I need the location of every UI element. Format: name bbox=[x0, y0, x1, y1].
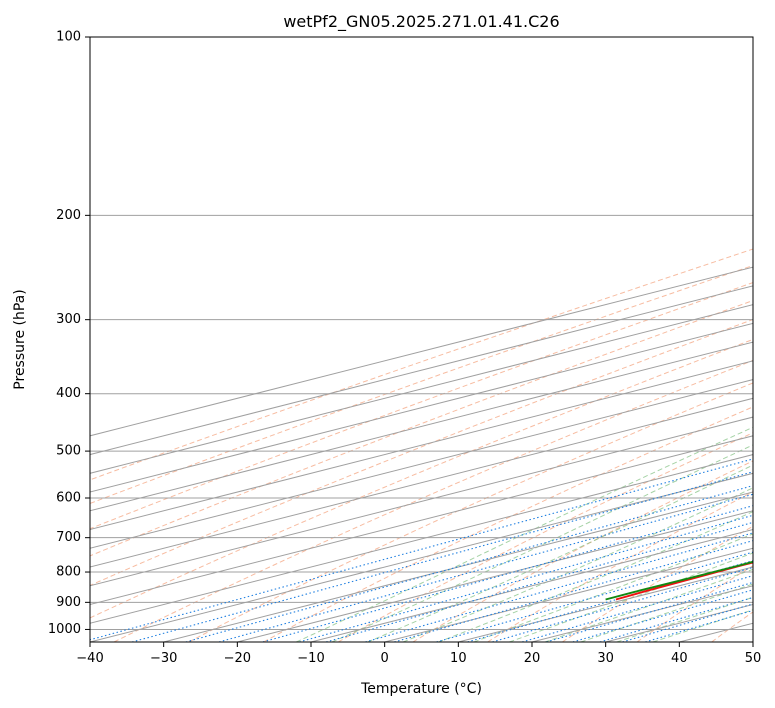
moist-adiabat-line bbox=[616, 596, 753, 642]
isotherm-line bbox=[90, 322, 753, 493]
dry-adiabat-line bbox=[113, 359, 753, 642]
y-tick-label: 400 bbox=[56, 386, 81, 401]
isotherm-line bbox=[90, 379, 753, 549]
y-axis-label: Pressure (hPa) bbox=[12, 289, 28, 389]
y-tick-label: 500 bbox=[56, 444, 81, 459]
x-tick-label: 40 bbox=[671, 651, 688, 666]
background-lines bbox=[90, 37, 753, 642]
dry-adiabat-line bbox=[487, 491, 753, 642]
moist-adiabat-line bbox=[438, 511, 753, 642]
dry-adiabat-line bbox=[711, 611, 753, 642]
moist-adiabat-line bbox=[580, 583, 753, 642]
dry-adiabat-line bbox=[90, 318, 753, 587]
mixing-ratio-line bbox=[365, 532, 753, 642]
x-tick-label: 0 bbox=[381, 651, 389, 666]
isotherm-line bbox=[752, 641, 753, 642]
y-tick-label: 800 bbox=[56, 565, 81, 580]
isotherm-line bbox=[531, 585, 753, 642]
dry-adiabat-line bbox=[188, 382, 753, 642]
moist-adiabat-line bbox=[402, 487, 753, 642]
moist-adiabat-line bbox=[544, 568, 753, 642]
y-tick-label: 200 bbox=[56, 208, 81, 223]
dry-adiabat-line bbox=[263, 406, 753, 642]
isotherm-line bbox=[90, 416, 753, 587]
y-tick-label: 1000 bbox=[48, 622, 81, 637]
dry-adiabat-line bbox=[636, 565, 753, 642]
isotherm-line bbox=[90, 360, 753, 531]
mixing-ratio-line bbox=[645, 609, 753, 642]
isotherm-line bbox=[90, 304, 753, 474]
x-tick-label: −40 bbox=[76, 651, 103, 666]
mixing-ratio-line bbox=[436, 551, 753, 642]
isotherm-line bbox=[90, 285, 753, 456]
isotherm-line bbox=[90, 397, 753, 568]
y-tick-label: 700 bbox=[56, 530, 81, 545]
dry-adiabat-line bbox=[90, 338, 753, 619]
y-tick-label: 600 bbox=[56, 491, 81, 506]
x-axis-label: Temperature (°C) bbox=[360, 681, 482, 697]
y-tick-label: 300 bbox=[56, 312, 81, 327]
data-lines bbox=[605, 560, 753, 601]
mixing-ratio-line bbox=[299, 514, 753, 642]
dry-adiabat-line bbox=[412, 460, 753, 642]
dry-adiabat-line bbox=[90, 264, 753, 504]
x-tick-label: −10 bbox=[297, 651, 324, 666]
isotherm-line bbox=[90, 266, 753, 437]
x-tick-label: 20 bbox=[524, 651, 541, 666]
isotherm-line bbox=[310, 529, 753, 642]
axes: −40 −30 −20 −10 0 10 20 30 40 50 100 200 300 400 500 60… bbox=[48, 30, 761, 667]
chart-title: wetPf2_GN05.2025.271.01.41.C26 bbox=[283, 12, 559, 32]
mixing-ratio-line bbox=[185, 485, 753, 642]
x-tick-label: 10 bbox=[450, 651, 467, 666]
dry-adiabat-line bbox=[337, 432, 753, 642]
isotherm-line bbox=[679, 622, 753, 642]
isotherm-line bbox=[90, 472, 753, 642]
x-tick-label: −20 bbox=[224, 651, 251, 666]
isotherm-line bbox=[90, 341, 753, 512]
isotherm-line bbox=[384, 547, 753, 642]
x-tick-label: 30 bbox=[597, 651, 614, 666]
dewpoint-trace bbox=[605, 560, 753, 601]
isotherm-line bbox=[90, 454, 753, 624]
moist-adiabat-line bbox=[295, 426, 753, 642]
y-tick-label: 100 bbox=[56, 30, 81, 45]
moist-adiabat-line bbox=[367, 464, 753, 642]
dry-adiabat-line bbox=[90, 248, 753, 481]
y-tick-label: 900 bbox=[56, 595, 81, 610]
isotherm-line bbox=[90, 435, 753, 606]
x-tick-label: −30 bbox=[150, 651, 177, 666]
mixing-ratio-line bbox=[262, 505, 753, 642]
temperature-trace bbox=[615, 561, 753, 601]
dry-adiabat-line bbox=[90, 282, 753, 530]
plot-frame bbox=[89, 36, 754, 643]
moist-adiabat-line bbox=[509, 552, 753, 642]
x-tick-label: 50 bbox=[745, 651, 762, 666]
dry-adiabat-line bbox=[90, 300, 753, 557]
mixing-ratio-line bbox=[394, 540, 753, 642]
isotherm-line bbox=[163, 491, 753, 642]
isotherm-line bbox=[237, 510, 753, 642]
mixing-ratio-line bbox=[325, 521, 753, 642]
